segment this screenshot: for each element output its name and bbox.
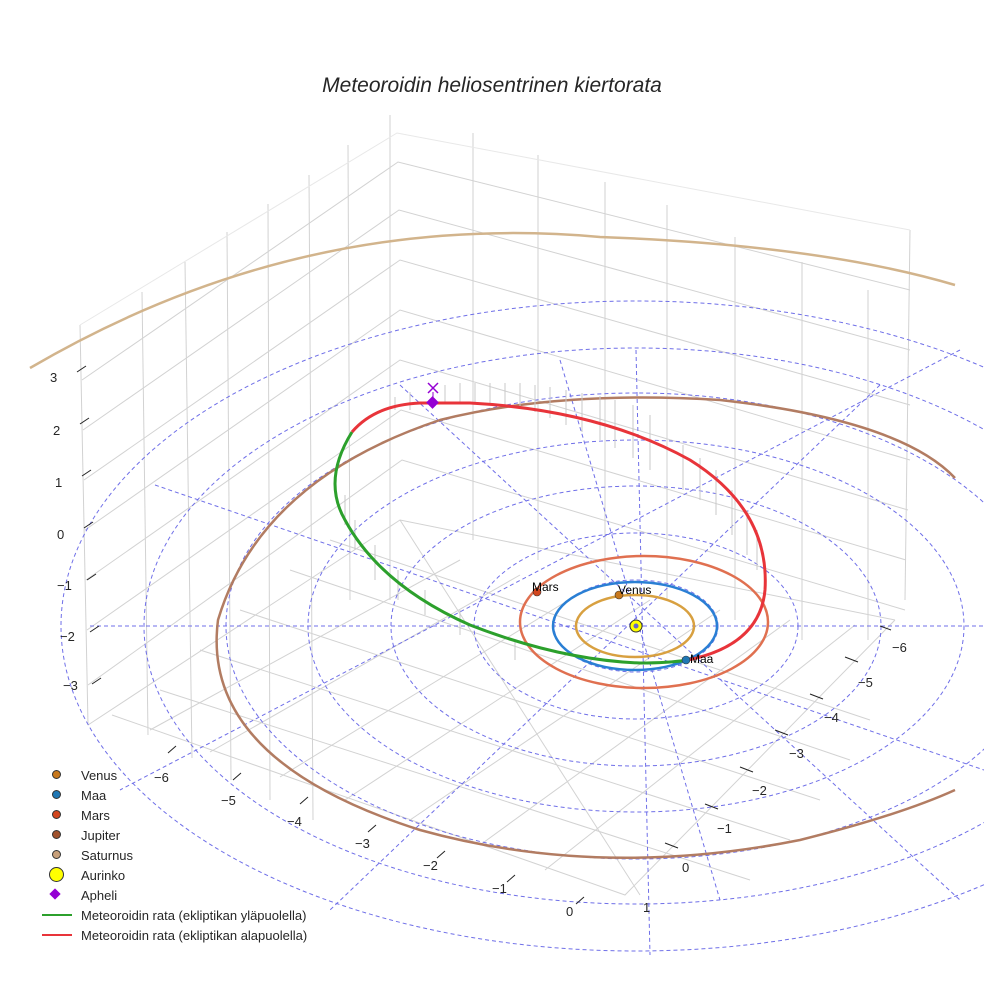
legend-item-aurinko[interactable]: Aurinko [38, 865, 307, 885]
legend-item-venus[interactable]: Venus [38, 765, 307, 785]
earth-orbit [551, 580, 719, 672]
y-tick: −2 [752, 783, 767, 798]
venus-marker[interactable] [614, 590, 624, 600]
aphelion-marker[interactable] [426, 382, 439, 409]
mars-dot-icon [52, 810, 61, 819]
sun-marker[interactable] [629, 619, 643, 633]
x-tick: −2 [423, 858, 438, 873]
venus-orbit [574, 593, 696, 659]
jupiter-orbit [215, 396, 956, 860]
legend-item-apheli[interactable]: Apheli [38, 885, 307, 905]
x-tick: 1 [643, 900, 650, 915]
aphelion-diamond-icon [426, 396, 439, 409]
meteoroid-orbit-below [350, 401, 767, 662]
jupiter-dot-icon [52, 830, 61, 839]
z-tick: −3 [63, 678, 78, 693]
y-tick: −1 [717, 821, 732, 836]
meteoroid-orbit-above [333, 431, 689, 665]
x-tick: −4 [287, 814, 302, 829]
venus-label: Venus [618, 583, 651, 597]
chart-title: Meteoroidin heliosentrinen kiertorata [322, 74, 662, 97]
x-tick: −6 [154, 770, 169, 785]
y-axis [664, 625, 892, 849]
z-tick: −1 [57, 578, 72, 593]
venus-dot-icon [52, 770, 61, 779]
legend-item-orbit-above[interactable]: Meteoroidin rata (ekliptikan yläpuolella… [38, 905, 307, 925]
x-axis [167, 745, 585, 905]
saturn-dot-icon [52, 850, 61, 859]
aphelion-diamond-icon [49, 888, 61, 900]
earth-dot-icon [52, 790, 61, 799]
mars-marker[interactable] [532, 587, 542, 597]
red-line-icon [42, 934, 72, 936]
z-tick: 0 [57, 527, 64, 542]
z-axis [76, 365, 102, 685]
y-tick: −3 [789, 746, 804, 761]
box-grid [79, 115, 911, 896]
y-tick: −6 [892, 640, 907, 655]
legend-item-saturnus[interactable]: Saturnus [38, 845, 307, 865]
x-tick: −5 [221, 793, 236, 808]
saturn-orbit [29, 231, 956, 370]
green-line-icon [42, 914, 72, 916]
legend-item-orbit-below[interactable]: Meteoroidin rata (ekliptikan alapuolella… [38, 925, 307, 945]
legend-item-jupiter[interactable]: Jupiter [38, 825, 307, 845]
earth-label: Maa [690, 652, 714, 666]
x-tick: −1 [492, 881, 507, 896]
z-tick: 1 [55, 475, 62, 490]
aphelion-x-icon [427, 382, 439, 394]
earth-marker[interactable] [681, 655, 691, 665]
z-tick: 3 [50, 370, 57, 385]
mars-orbit [518, 554, 770, 690]
z-tick: 2 [53, 423, 60, 438]
z-tick: −2 [60, 629, 75, 644]
legend-item-mars[interactable]: Mars [38, 805, 307, 825]
mars-label: Mars [532, 580, 559, 594]
legend-item-maa[interactable]: Maa [38, 785, 307, 805]
x-tick: 0 [566, 904, 573, 919]
y-tick: −5 [858, 675, 873, 690]
legend: Venus Maa Mars Jupiter Saturnus Aurinko … [38, 765, 307, 945]
sun-dot-icon [49, 867, 64, 882]
x-tick: −3 [355, 836, 370, 851]
y-tick: −4 [824, 710, 839, 725]
y-tick: 0 [682, 860, 689, 875]
